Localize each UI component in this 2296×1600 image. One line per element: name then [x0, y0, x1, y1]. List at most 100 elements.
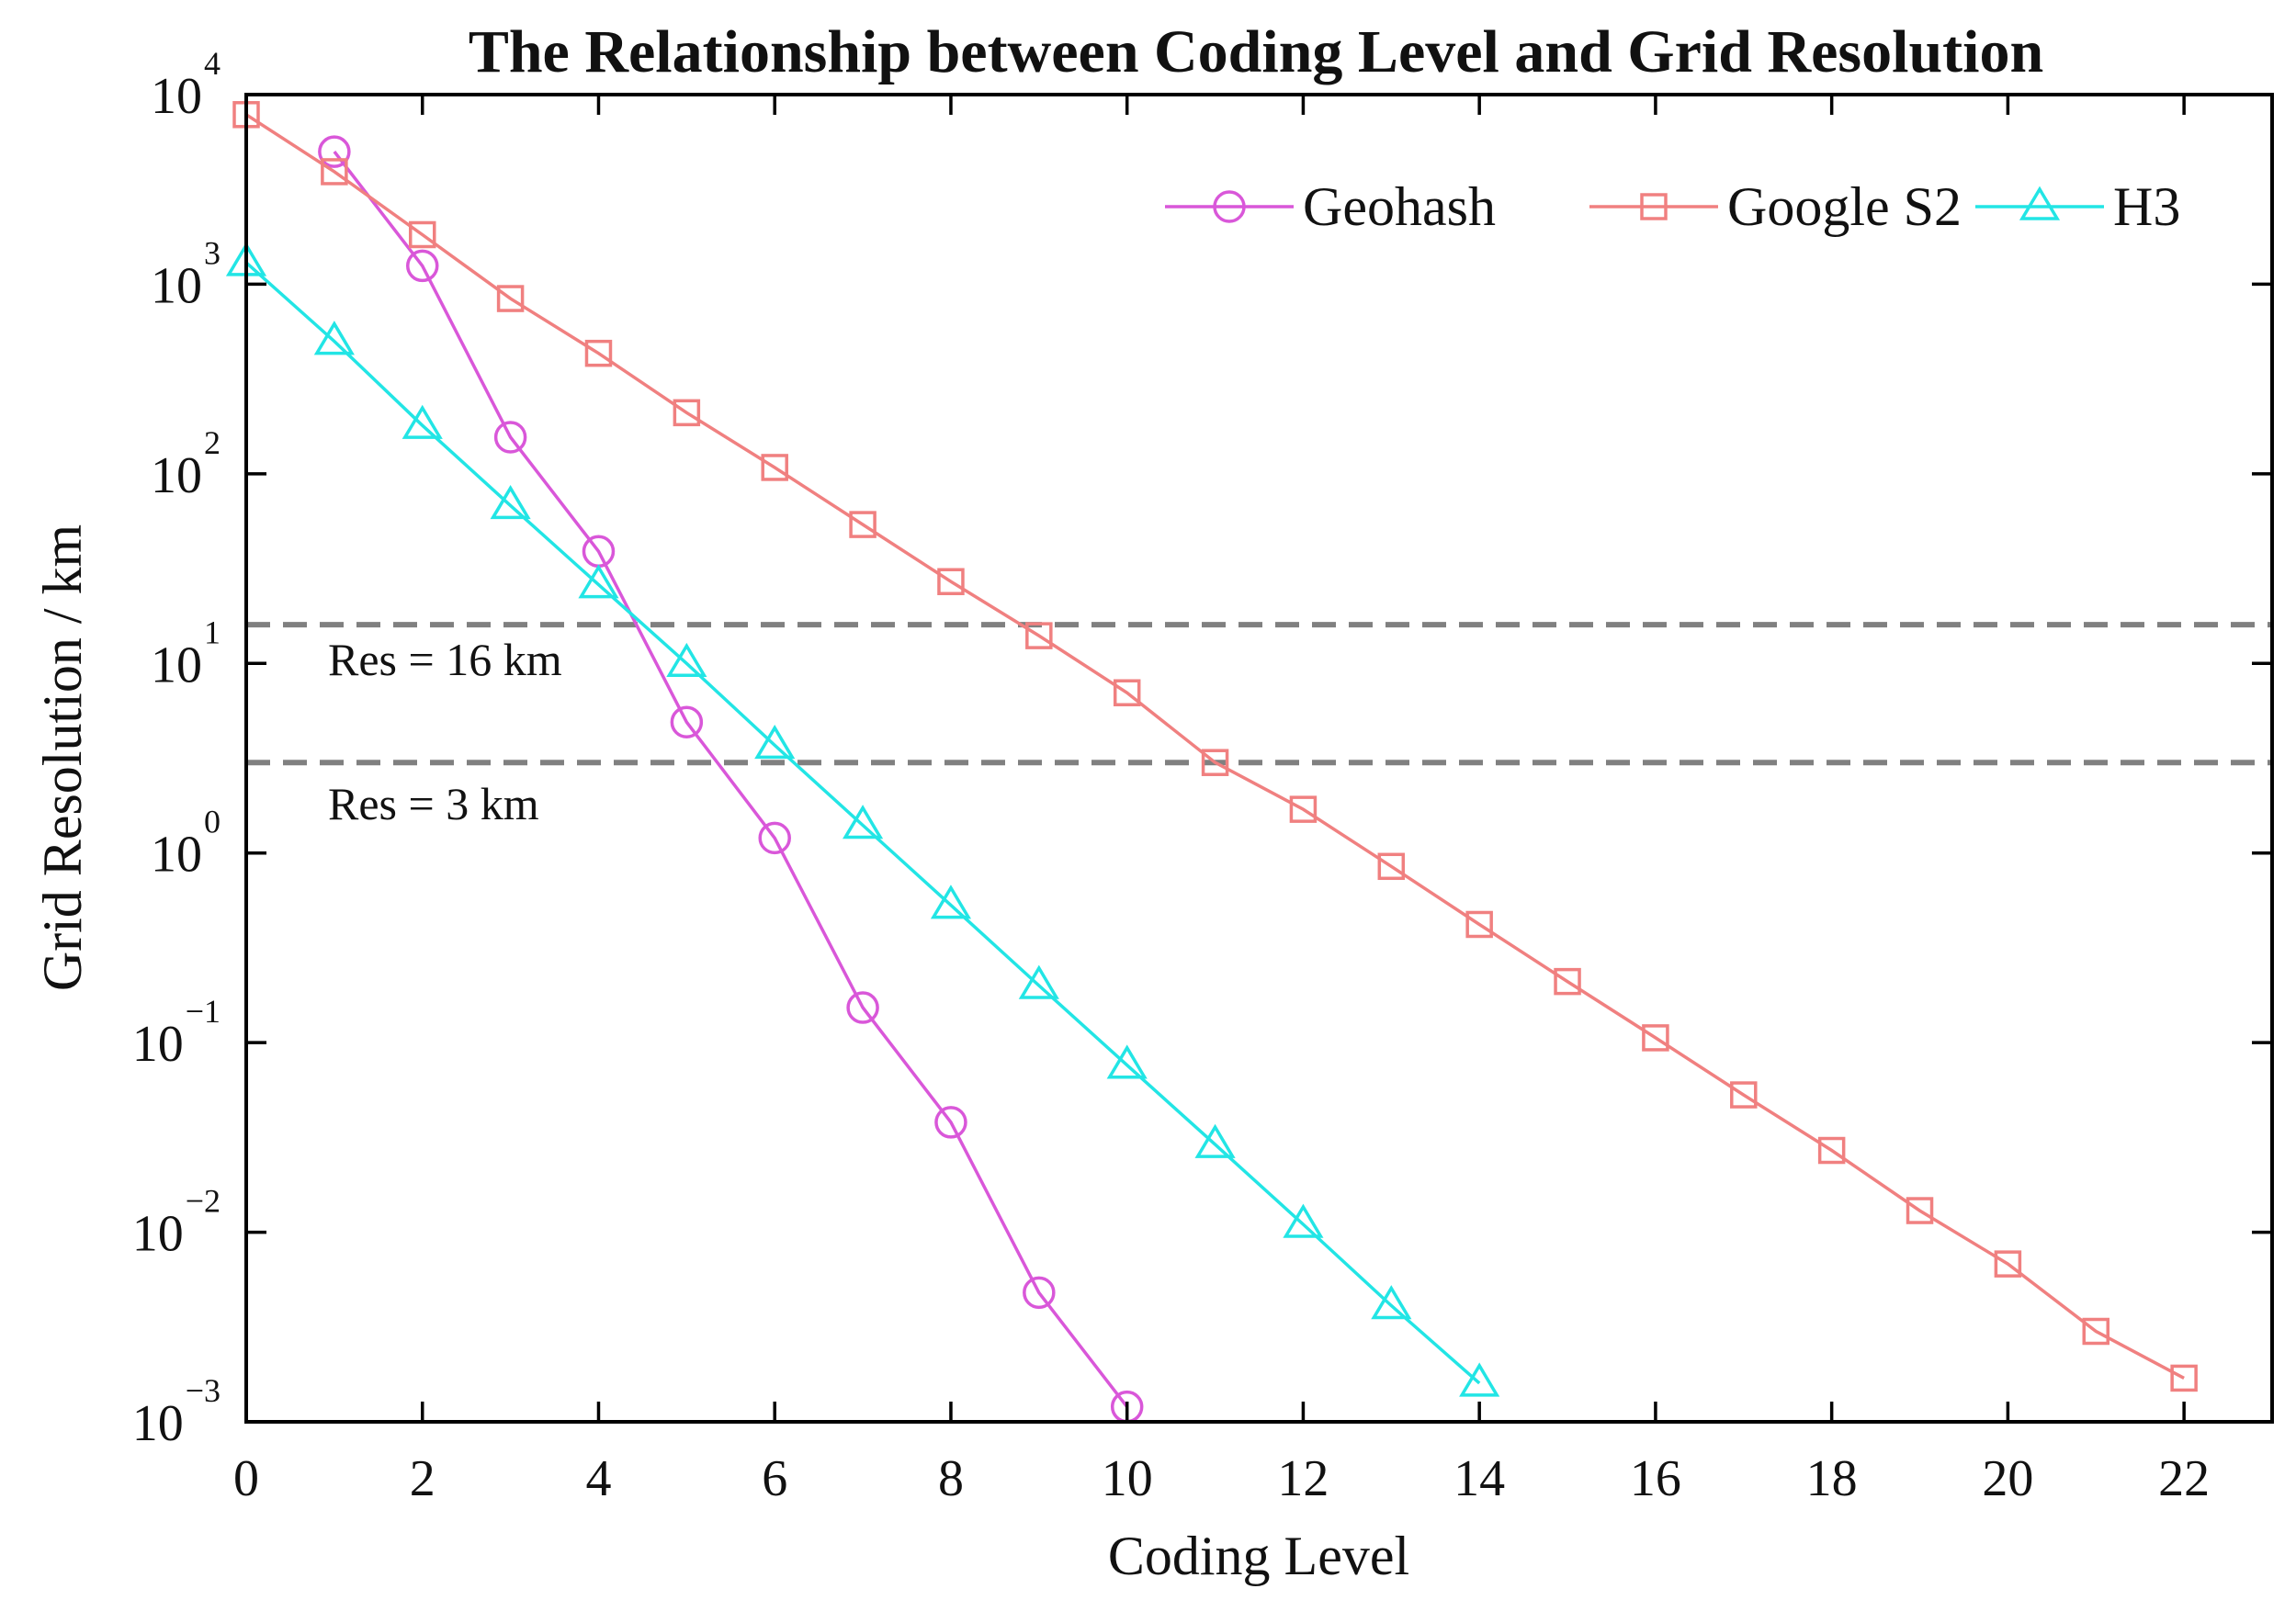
series-google-s2	[232, 101, 2198, 1392]
legend-item: Geohash	[1165, 176, 1496, 237]
data-point	[578, 564, 619, 599]
data-point	[1018, 964, 1059, 999]
y-tick-exponent: −2	[186, 1183, 221, 1220]
y-tick-exponent: 0	[204, 804, 221, 840]
data-point	[761, 454, 788, 481]
data-point	[1371, 1285, 1412, 1320]
data-point	[490, 485, 531, 520]
data-point	[846, 991, 879, 1024]
y-tick-exponent: −1	[186, 993, 221, 1030]
data-point	[1994, 1250, 2022, 1278]
data-point	[2082, 1317, 2110, 1346]
y-tick-label: 410	[151, 45, 221, 125]
series-h3	[225, 242, 1500, 1397]
y-tick-label: 210	[151, 424, 221, 504]
data-point	[843, 805, 884, 839]
data-point	[670, 705, 704, 738]
data-point	[1283, 1203, 1324, 1238]
data-point	[405, 249, 439, 283]
data-point	[930, 885, 972, 919]
data-point	[1817, 1136, 1846, 1165]
data-point	[849, 511, 877, 538]
y-tick-exponent: 2	[204, 424, 221, 461]
legend-label: Geohash	[1303, 176, 1496, 237]
data-point	[1194, 1123, 1236, 1158]
data-point	[1730, 1081, 1758, 1109]
reference-line-label: Res = 16 km	[328, 634, 562, 685]
legend-marker	[1640, 193, 1668, 220]
y-tick-base: 10	[151, 68, 202, 125]
y-tick-label: 110	[151, 614, 221, 693]
legend: Geohash Google S2 H3	[1165, 176, 2180, 237]
data-point	[673, 399, 701, 427]
data-point	[402, 404, 443, 439]
series-line	[244, 261, 1481, 1385]
y-tick-base: 10	[151, 447, 202, 504]
chart-title: The Relationship between Coding Level an…	[469, 18, 2043, 85]
data-point	[1023, 1276, 1056, 1310]
data-point	[1377, 852, 1406, 881]
data-point	[318, 135, 351, 168]
y-tick-base: 10	[132, 1016, 184, 1073]
x-tick-label: 8	[938, 1450, 964, 1507]
y-tick-label: 010	[151, 804, 221, 884]
x-tick-label: 22	[2158, 1450, 2210, 1507]
series-geohash	[318, 135, 1144, 1424]
x-axis-label: Coding Level	[1108, 1526, 1409, 1586]
y-tick-base: 10	[132, 1206, 184, 1263]
data-point	[1113, 679, 1141, 707]
data-point	[666, 642, 707, 678]
legend-marker	[1213, 190, 1246, 223]
x-tick-label: 16	[1630, 1450, 1681, 1507]
y-tick-exponent: −3	[186, 1372, 221, 1409]
x-tick-label: 18	[1806, 1450, 1858, 1507]
series-line	[245, 113, 2185, 1380]
data-point	[758, 821, 791, 855]
y-tick-label: −310	[132, 1372, 221, 1452]
data-point	[1201, 749, 1229, 776]
data-point	[1289, 795, 1318, 823]
data-point	[496, 285, 525, 312]
data-point	[937, 568, 965, 595]
x-tick-label: 14	[1453, 1450, 1505, 1507]
x-tick-label: 2	[410, 1450, 435, 1507]
data-point	[754, 724, 796, 760]
data-point	[1906, 1197, 1934, 1224]
series-layer	[225, 101, 2198, 1424]
y-tick-exponent: 3	[204, 234, 221, 271]
data-point	[321, 158, 348, 186]
data-point	[1642, 1024, 1669, 1052]
data-point	[1106, 1044, 1148, 1079]
data-point	[408, 220, 436, 249]
x-tick-label: 4	[585, 1450, 611, 1507]
x-tick-label: 12	[1277, 1450, 1329, 1507]
data-point	[1465, 910, 1493, 939]
legend-label: H3	[2113, 176, 2180, 237]
y-tick-label: 310	[151, 234, 221, 314]
data-point	[1459, 1362, 1500, 1397]
data-point	[584, 339, 613, 367]
legend-label: Google S2	[1727, 176, 1962, 237]
reference-line-label: Res = 3 km	[328, 778, 539, 829]
y-tick-exponent: 1	[204, 614, 221, 650]
data-point	[934, 1106, 967, 1139]
y-tick-label: −210	[132, 1183, 221, 1263]
plot-frame	[244, 93, 2274, 1424]
x-tick-label: 10	[1102, 1450, 1153, 1507]
y-axis-label: Grid Resolution / km	[32, 524, 93, 991]
x-tick-label: 20	[1982, 1450, 2033, 1507]
data-point	[2170, 1364, 2198, 1392]
legend-marker	[2019, 186, 2061, 220]
legend-item: H3	[1975, 176, 2180, 237]
x-tick-label: 0	[233, 1450, 259, 1507]
reference-lines: Res = 16 km Res = 3 km	[246, 622, 2272, 829]
y-tick-base: 10	[151, 827, 202, 884]
y-tick-exponent: 4	[204, 45, 221, 82]
y-tick-base: 10	[151, 637, 202, 693]
data-point	[1025, 622, 1053, 649]
data-point	[1554, 967, 1581, 996]
y-tick-base: 10	[151, 257, 202, 314]
legend-item: Google S2	[1589, 176, 1962, 237]
series-line	[333, 151, 1129, 1408]
